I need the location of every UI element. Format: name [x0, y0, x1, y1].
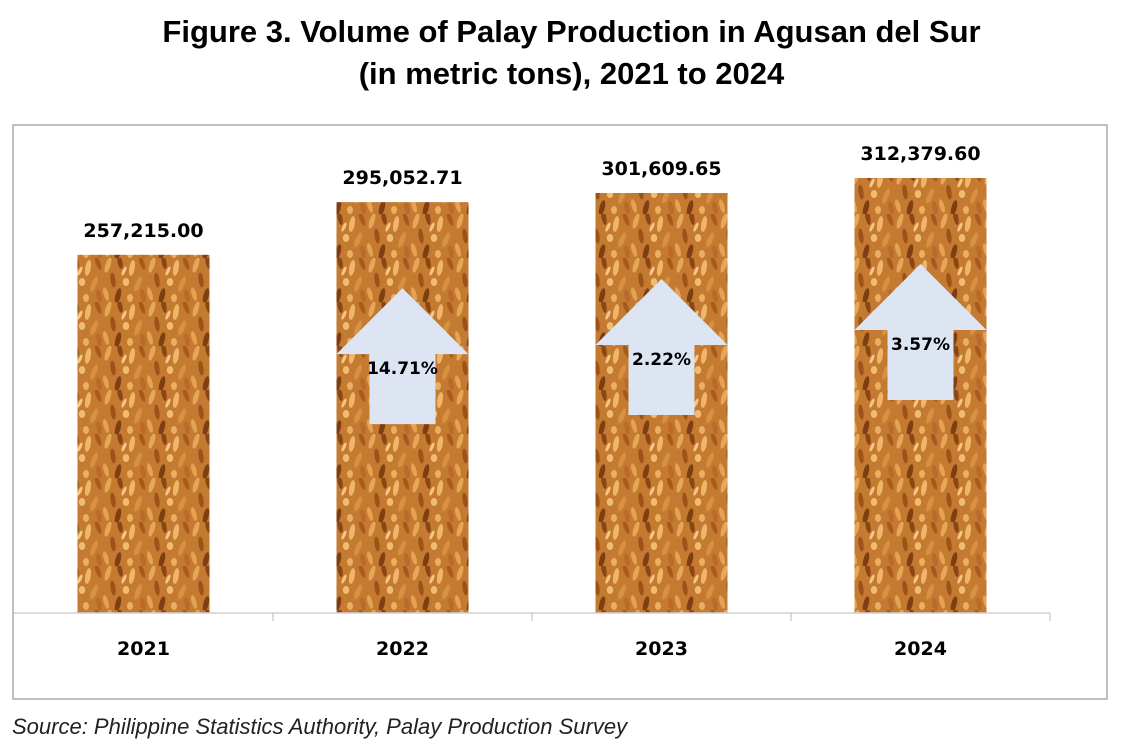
growth-arrow-2023 [595, 278, 728, 415]
bar-chart: 257,215.00 2021 295,052.71 2022 14.71% 301,60… [14, 143, 1051, 660]
x-tick-label-2021: 2021 [117, 638, 170, 660]
value-label-2021: 257,215.00 [83, 220, 203, 242]
chart-title-line-1: Figure 3. Volume of Palay Production in … [162, 14, 981, 49]
bar-2021 [77, 254, 210, 613]
x-tick-label-2022: 2022 [376, 638, 429, 660]
value-label-2022: 295,052.71 [342, 167, 462, 189]
value-label-2024: 312,379.60 [860, 143, 980, 165]
growth-label-2023: 2.22% [632, 350, 691, 370]
growth-arrow-2022 [336, 288, 469, 425]
value-label-2023: 301,609.65 [601, 158, 721, 180]
x-tick-label-2024: 2024 [894, 638, 947, 660]
x-tick-label-2023: 2023 [635, 638, 688, 660]
growth-label-2024: 3.57% [891, 335, 950, 355]
chart-title-line-2: (in metric tons), 2021 to 2024 [358, 56, 785, 91]
chart-area: 257,215.00 2021 295,052.71 2022 14.71% 301,60… [12, 124, 1108, 700]
source-note: Source: Philippine Statistics Authority,… [12, 714, 628, 739]
growth-label-2022: 14.71% [367, 359, 438, 379]
growth-arrow-2024 [854, 264, 987, 400]
